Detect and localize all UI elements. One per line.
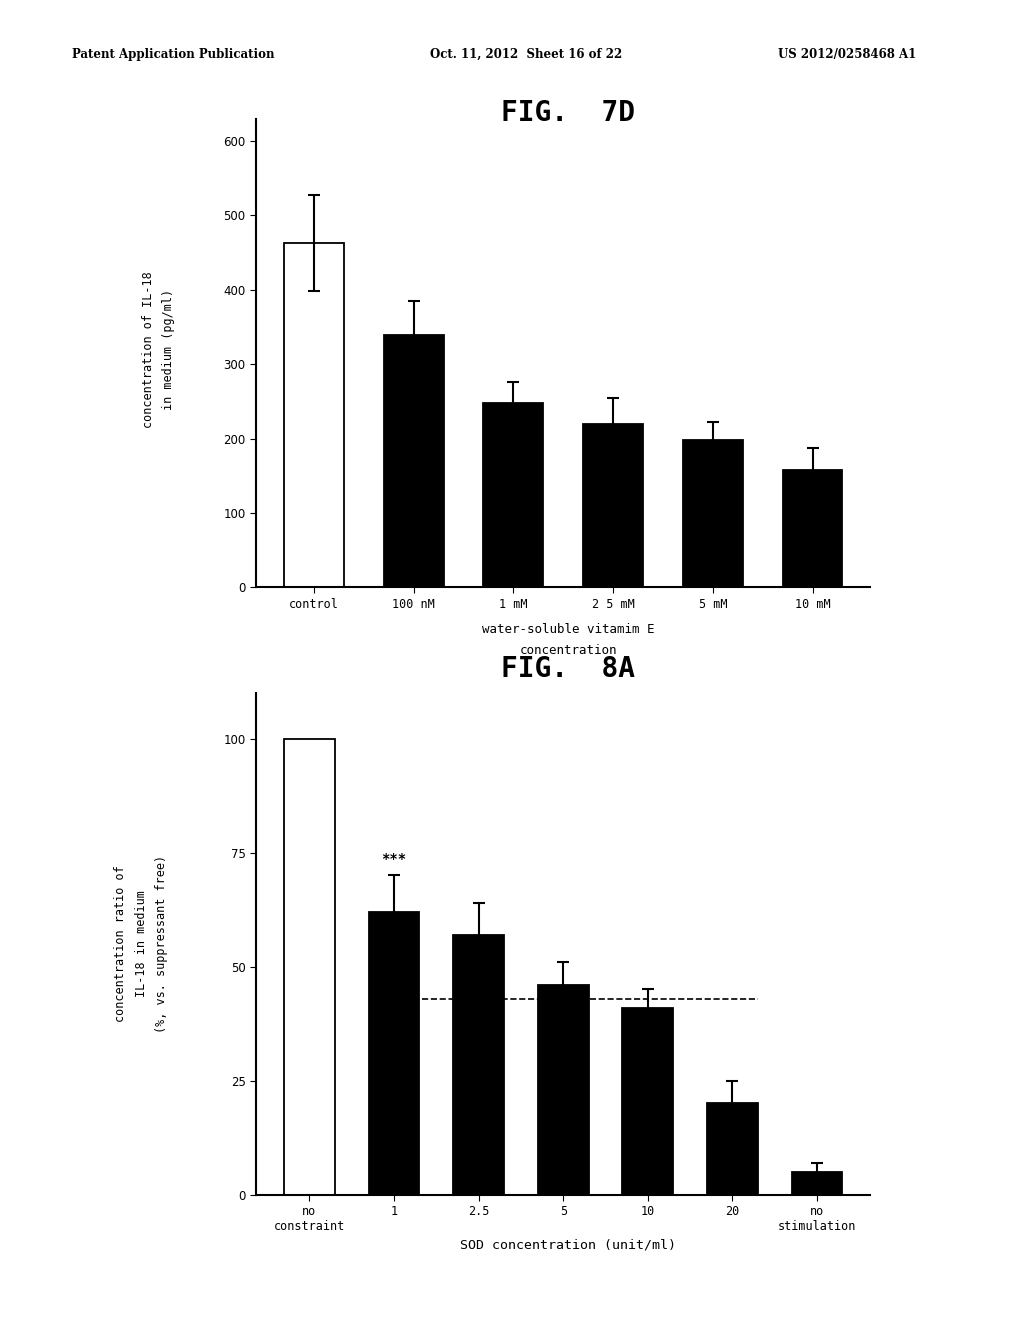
- Bar: [284, 739, 335, 1195]
- Bar: [483, 403, 544, 587]
- Bar: [384, 334, 443, 587]
- Bar: [707, 1104, 758, 1195]
- Text: IL-18 in medium: IL-18 in medium: [135, 891, 147, 997]
- Text: (%, vs. suppressant free): (%, vs. suppressant free): [156, 855, 168, 1032]
- Bar: [683, 440, 742, 587]
- Text: Oct. 11, 2012  Sheet 16 of 22: Oct. 11, 2012 Sheet 16 of 22: [430, 48, 623, 61]
- Text: concentration ratio of: concentration ratio of: [115, 866, 127, 1022]
- Bar: [792, 1172, 843, 1195]
- Text: concentration: concentration: [519, 644, 617, 657]
- Bar: [369, 912, 420, 1195]
- Bar: [623, 1007, 673, 1195]
- Text: SOD concentration (unit/ml): SOD concentration (unit/ml): [461, 1238, 676, 1251]
- Text: ***: ***: [381, 853, 407, 866]
- Text: FIG.  8A: FIG. 8A: [502, 655, 635, 682]
- Text: US 2012/0258468 A1: US 2012/0258468 A1: [778, 48, 916, 61]
- Text: water-soluble vitamim E: water-soluble vitamim E: [482, 623, 654, 636]
- Bar: [454, 935, 504, 1195]
- Text: concentration of IL-18: concentration of IL-18: [142, 272, 155, 428]
- Text: in medium (pg/ml): in medium (pg/ml): [163, 289, 175, 411]
- Bar: [583, 424, 643, 587]
- Bar: [782, 470, 843, 587]
- Bar: [284, 243, 344, 587]
- Bar: [538, 985, 589, 1195]
- Text: FIG.  7D: FIG. 7D: [502, 99, 635, 127]
- Text: Patent Application Publication: Patent Application Publication: [72, 48, 274, 61]
